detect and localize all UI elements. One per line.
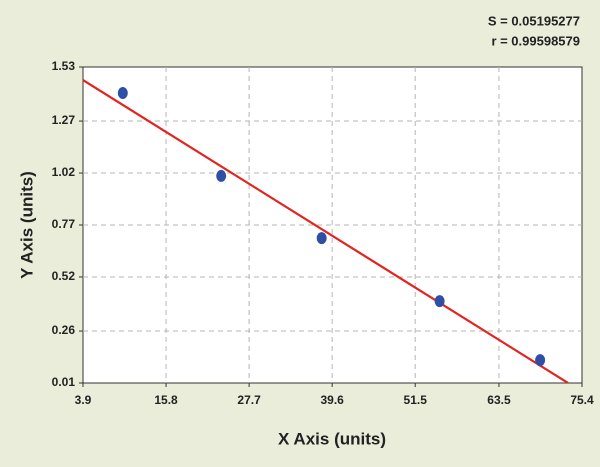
x-tick-label: 39.6	[320, 393, 344, 407]
y-tick-label: 0.01	[52, 375, 76, 389]
data-point	[434, 295, 445, 308]
data-point	[535, 354, 546, 367]
x-tick-label: 51.5	[404, 393, 428, 407]
y-tick-label: 1.27	[52, 113, 76, 127]
fit-line	[82, 79, 569, 384]
x-tick-label: 3.9	[75, 393, 92, 407]
data-point	[316, 232, 327, 245]
x-tick-label: 27.7	[237, 393, 261, 407]
annotation: S = 0.05195277	[488, 13, 580, 28]
data-point	[117, 86, 128, 99]
data-point	[216, 169, 227, 182]
y-tick-label: 0.26	[52, 323, 76, 337]
y-tick-label: 0.77	[52, 217, 76, 231]
y-tick-label: 1.53	[52, 59, 76, 73]
x-axis-label: X Axis (units)	[278, 429, 386, 448]
annotation: r = 0.99598579	[491, 33, 580, 48]
x-tick-label: 63.5	[487, 393, 511, 407]
y-tick-label: 0.52	[52, 269, 76, 283]
y-tick-label: 1.02	[52, 165, 76, 179]
x-tick-label: 75.4	[570, 393, 594, 407]
y-axis-label: Y Axis (units)	[17, 171, 36, 279]
x-tick-label: 15.8	[154, 393, 178, 407]
